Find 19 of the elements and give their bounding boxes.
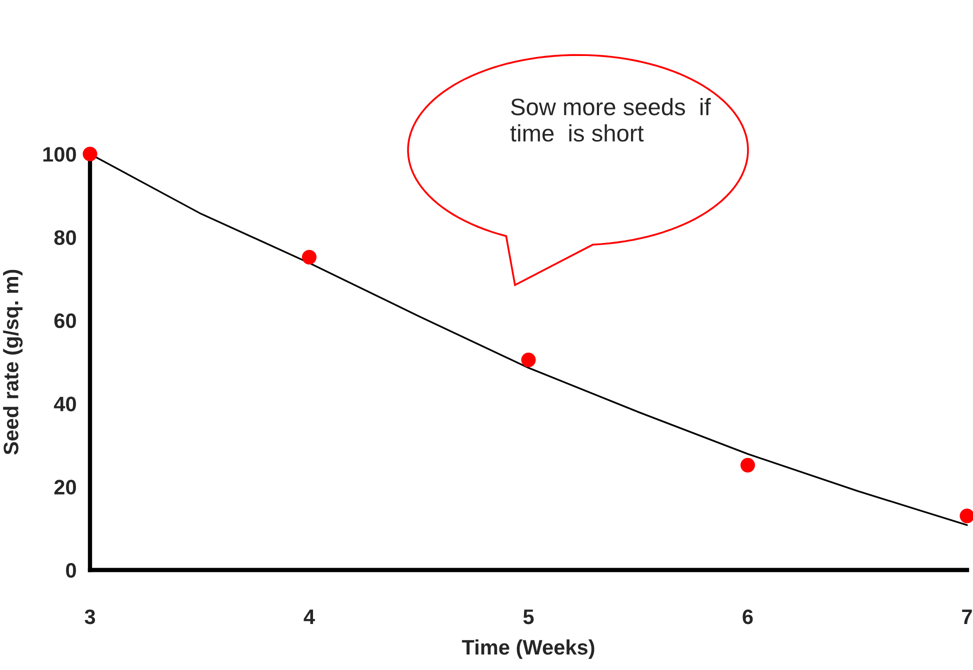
y-axis-title: Seed rate (g/sq. m) <box>3 270 23 455</box>
y-tick-label: 40 <box>54 396 76 412</box>
point <box>82 146 98 162</box>
y-tick-label: 60 <box>54 313 76 328</box>
point <box>302 250 317 264</box>
text: Sow more seeds if time is short <box>510 98 711 142</box>
x-tick-label: 3 <box>84 609 96 624</box>
point <box>740 458 756 472</box>
y-tick-label: 0 <box>66 563 76 578</box>
x-tick-label: 7 <box>962 610 972 624</box>
x-tick-label: 4 <box>304 610 315 624</box>
y-tick-label: 80 <box>54 230 76 245</box>
x-tick-label: 6 <box>742 609 753 624</box>
x-tick-label: 5 <box>523 610 534 624</box>
x-axis-title: Time (Weeks) <box>462 639 594 659</box>
point <box>960 508 973 524</box>
point <box>521 352 536 368</box>
y-tick-label: 100 <box>43 147 76 162</box>
y-tick-label: 20 <box>54 480 76 495</box>
